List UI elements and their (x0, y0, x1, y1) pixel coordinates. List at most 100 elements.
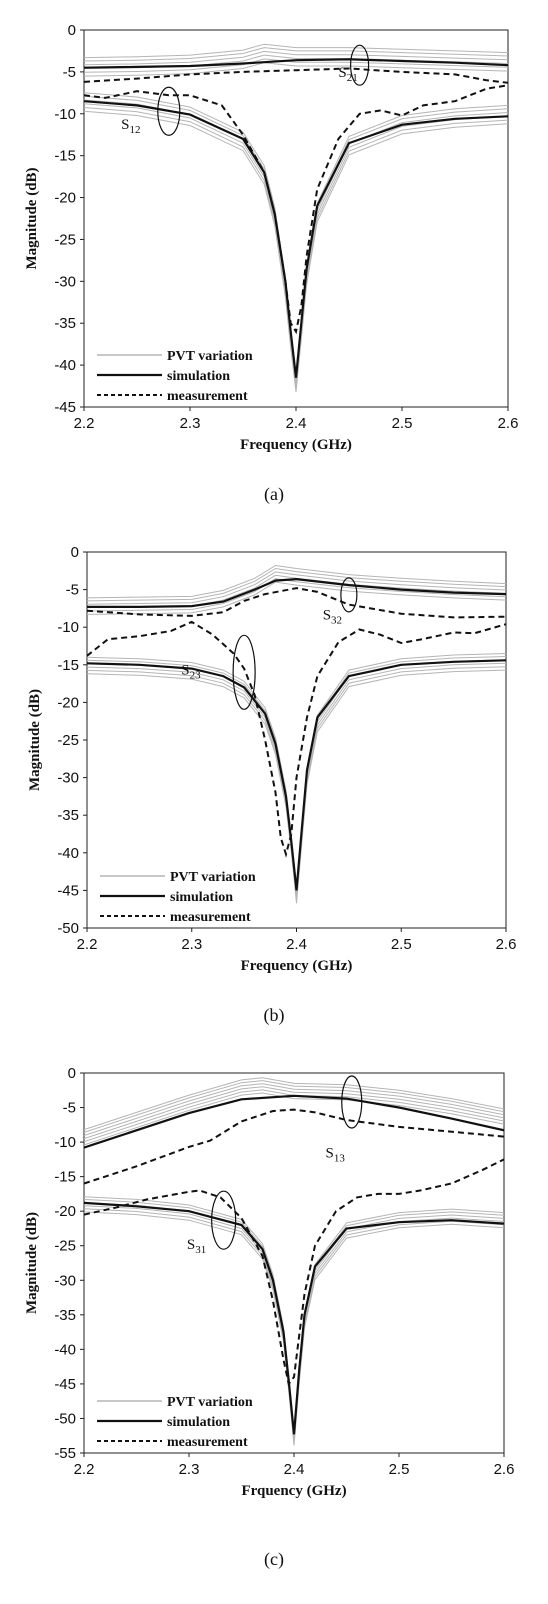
y-tick-label: 0 (68, 22, 76, 39)
pvt-variation-line-s13 (84, 1092, 504, 1146)
x-axis-title: Frequency (GHz) (241, 958, 353, 974)
pvt-variation-line-s32 (87, 581, 506, 615)
y-tick-label: -35 (54, 1307, 76, 1324)
y-tick-label: -20 (54, 190, 76, 207)
curve-label-ellipse (341, 1075, 363, 1129)
simulation-line-s31 (84, 1201, 504, 1435)
pvt-variation-line-s21 (84, 62, 508, 77)
simulation-line-s32 (87, 577, 506, 608)
y-tick-label: -10 (54, 106, 76, 123)
pvt-variation-line-s23 (87, 653, 506, 887)
x-tick-label: 2.3 (179, 1461, 200, 1478)
curve-label-s12: S12 (121, 117, 140, 136)
pvt-variation-line-s32 (87, 578, 506, 612)
legend-label-measurement: measurement (167, 1435, 248, 1450)
y-tick-label: -20 (54, 1203, 76, 1220)
x-tick-label: 2.4 (286, 936, 307, 953)
pvt-variation-line-s21 (84, 47, 508, 62)
pvt-variation-line-s13 (84, 1077, 504, 1131)
y-tick-label: -30 (54, 1272, 76, 1289)
pvt-variation-line-s23 (87, 666, 506, 900)
legend-label-measurement: measurement (167, 389, 248, 404)
curve-label-s31: S31 (187, 1237, 206, 1256)
pvt-variation-line-s31 (84, 1208, 504, 1443)
measurement-line-s12 (84, 84, 508, 335)
x-tick-label: 2.5 (389, 1461, 410, 1478)
pvt-variation-line-s12 (84, 103, 508, 385)
y-tick-label: -5 (63, 1100, 76, 1117)
y-tick-label: -15 (54, 148, 76, 165)
y-tick-label: -40 (57, 845, 79, 862)
y-tick-label: -30 (54, 273, 76, 290)
y-tick-label: -25 (54, 231, 76, 248)
pvt-variation-line-s32 (87, 571, 506, 605)
y-tick-label: -35 (54, 315, 76, 332)
measurement-line-s13 (84, 1108, 504, 1185)
panel-caption: (b) (264, 1005, 285, 1026)
y-tick-label: -55 (54, 1445, 76, 1462)
y-tick-label: -5 (63, 64, 76, 81)
y-tick-label: -45 (57, 882, 79, 899)
pvt-variation-line-s31 (84, 1211, 504, 1446)
x-tick-label: 2.2 (74, 415, 95, 432)
panel-caption: (a) (264, 484, 284, 505)
x-tick-label: 2.6 (494, 1461, 515, 1478)
measurement-line-s21 (84, 67, 508, 84)
y-tick-label: -50 (57, 920, 79, 937)
curve-label-ellipse (350, 44, 370, 86)
chart-panel-a: 0 -5 -10 -15 -20 -25 -30 -35 -40 -452.2 2.3 2.4 2.5 2… (24, 22, 518, 505)
pvt-variation-line-s13 (84, 1080, 504, 1133)
curve-label-s13: S13 (326, 1145, 346, 1164)
x-tick-label: 2.5 (392, 415, 413, 432)
pvt-variation-line-s21 (84, 43, 508, 59)
y-tick-label: -50 (54, 1410, 76, 1427)
y-tick-label: -15 (57, 657, 79, 674)
plot-frame (86, 551, 507, 929)
simulation-line-s13 (84, 1094, 504, 1149)
plot-area (84, 43, 508, 392)
pvt-variation-line-s31 (84, 1198, 504, 1434)
x-tick-label: 2.4 (286, 415, 307, 432)
curve-label-s23: S23 (181, 663, 201, 682)
legend-label-simulation: simulation (167, 369, 230, 384)
legend-label-pvt: PVT variation (170, 870, 256, 885)
pvt-variation-line-s13 (84, 1083, 504, 1136)
curve-label-ellipse (211, 1190, 237, 1250)
x-tick-label: 2.6 (496, 936, 517, 953)
y-tick-label: -40 (54, 357, 76, 374)
measurement-line-s32 (87, 587, 506, 619)
y-tick-label: -10 (57, 619, 79, 636)
y-tick-label: -30 (57, 770, 79, 787)
x-tick-label: 2.6 (498, 415, 519, 432)
y-axis-title: Magnitude (dB) (24, 1212, 40, 1314)
x-tick-label: 2.2 (77, 936, 98, 953)
curve-label-ellipse (157, 86, 181, 136)
plot-area (84, 1077, 504, 1446)
y-tick-label: -45 (54, 399, 76, 416)
pvt-variation-line-s23 (87, 656, 506, 890)
y-tick-label: 0 (71, 544, 79, 561)
x-tick-label: 2.5 (391, 936, 412, 953)
y-tick-label: -15 (54, 1169, 76, 1186)
measurement-line-s23 (87, 620, 506, 858)
y-tick-label: -10 (54, 1134, 76, 1151)
y-tick-label: -25 (54, 1238, 76, 1255)
y-axis-title: Magnitude (dB) (24, 167, 40, 269)
simulation-line-s23 (87, 659, 506, 891)
y-tick-label: -5 (66, 582, 79, 599)
pvt-variation-line-s13 (84, 1089, 504, 1143)
x-axis-title: Frequency (GHz) (240, 437, 352, 453)
x-axis-title: Frquency (GHz) (241, 1483, 346, 1499)
curve-label-ellipse (340, 577, 358, 613)
pvt-variation-line-s12 (84, 107, 508, 389)
y-axis-title: Magnitude (dB) (27, 689, 43, 791)
y-tick-label: -20 (57, 694, 79, 711)
legend-label-measurement: measurement (170, 910, 251, 925)
legend-label-pvt: PVT variation (167, 349, 253, 364)
simulation-line-s12 (84, 100, 508, 378)
panel-caption: (c) (264, 1549, 284, 1570)
curve-label-s21: S21 (338, 65, 357, 84)
pvt-variation-line-s32 (87, 564, 506, 599)
measurement-line-s31 (84, 1158, 504, 1387)
